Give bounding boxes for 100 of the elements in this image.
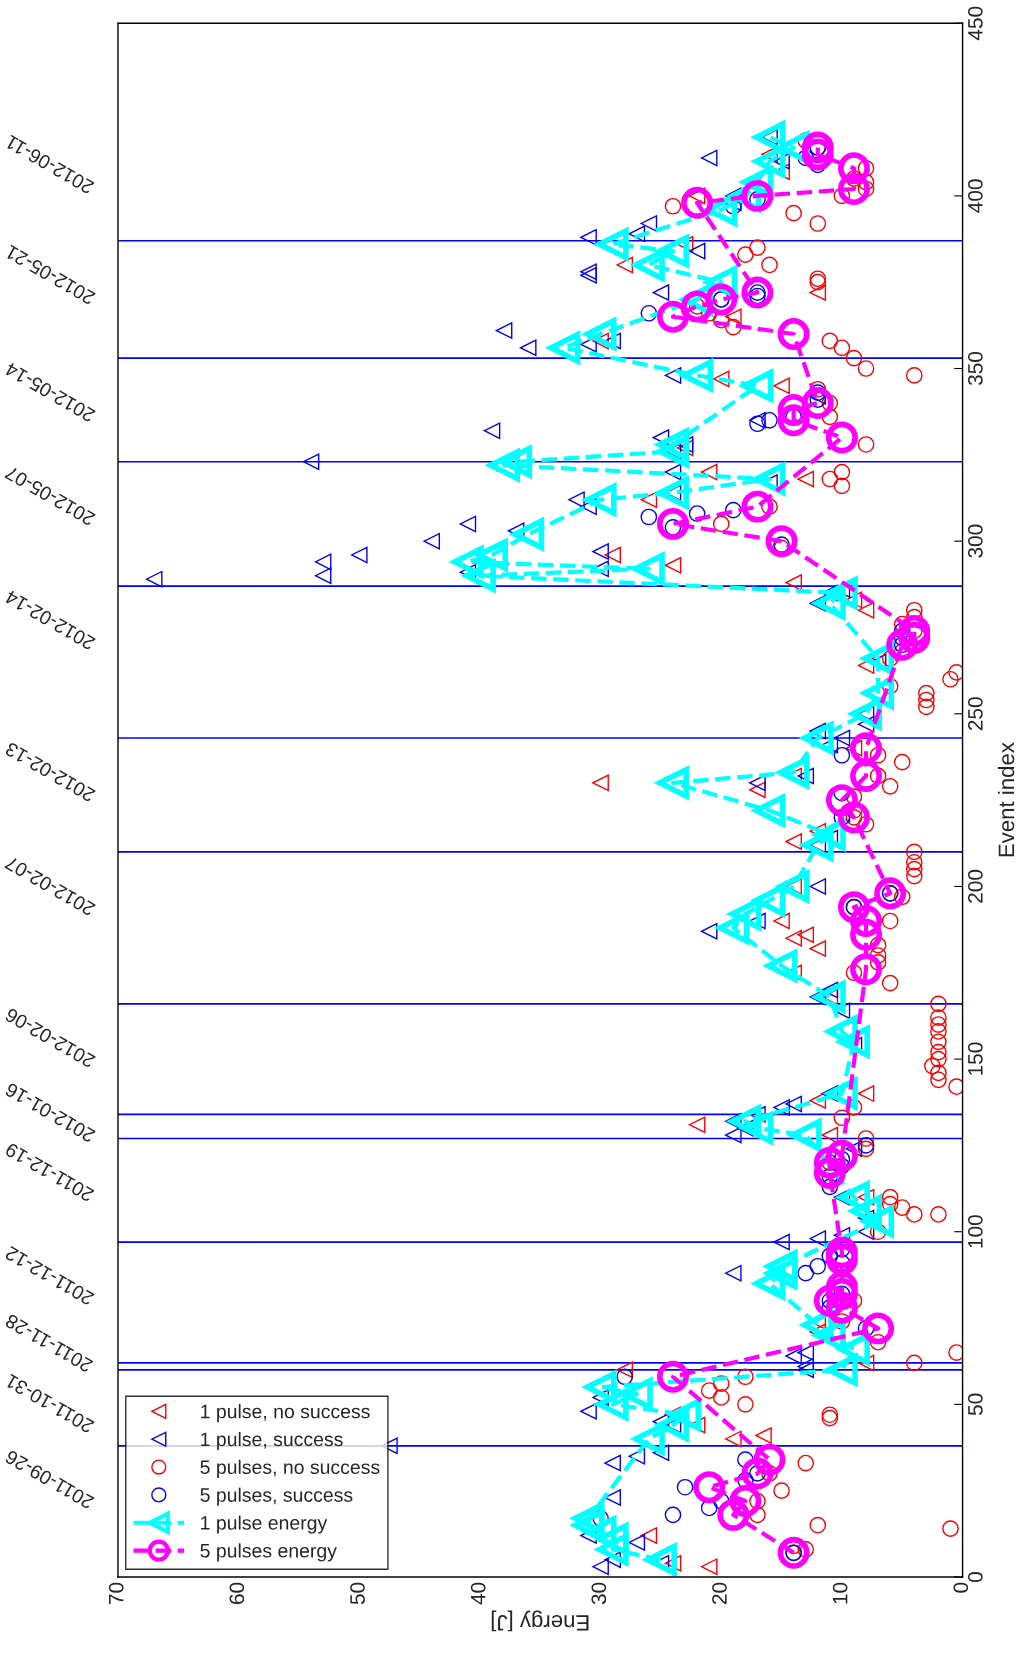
point	[898, 614, 931, 647]
point	[705, 283, 738, 316]
y-tick-label: 100	[967, 1215, 983, 1248]
point	[797, 470, 815, 488]
point	[741, 490, 774, 523]
x-tick-label: 30	[591, 1582, 607, 1605]
point	[813, 1284, 846, 1317]
point	[688, 505, 706, 522]
y-tick-label: 250	[967, 697, 983, 731]
point	[657, 1360, 689, 1393]
y-tick-label: 350	[967, 351, 983, 386]
point	[773, 912, 790, 930]
y-tick-label: 150	[967, 1042, 983, 1075]
point	[857, 1137, 875, 1154]
point	[837, 891, 870, 924]
point	[801, 131, 834, 164]
point	[857, 1085, 875, 1102]
point	[821, 1178, 839, 1196]
point	[825, 1139, 858, 1172]
y-tick-label: 400	[967, 179, 983, 213]
legend-label: 1 pulse, success	[201, 1431, 343, 1451]
point	[640, 1527, 658, 1544]
point	[724, 308, 742, 326]
point	[681, 290, 714, 323]
legend-label: 5 pulses energy	[200, 1543, 337, 1562]
point	[886, 628, 919, 661]
point	[825, 421, 858, 454]
point	[785, 574, 802, 591]
point	[813, 1157, 846, 1189]
y-tick-label: 50	[967, 1393, 983, 1416]
point	[729, 1485, 762, 1518]
y-tick-label: 300	[967, 524, 983, 558]
legend-label: 1 pulse, no success	[201, 1404, 370, 1423]
point	[837, 801, 870, 834]
point	[801, 138, 834, 171]
x-tick-label: 0	[953, 1582, 969, 1593]
point	[785, 833, 802, 850]
point	[777, 318, 810, 350]
point	[693, 1471, 726, 1504]
point	[797, 1264, 815, 1282]
point	[749, 415, 766, 433]
x-tick-label: 60	[229, 1582, 245, 1604]
point	[604, 546, 621, 564]
x-tick-label: 40	[470, 1582, 486, 1605]
point	[809, 1257, 827, 1275]
legend-label: 5 pulses, success	[200, 1487, 353, 1506]
point	[821, 1126, 839, 1144]
point	[640, 304, 658, 322]
point	[753, 1443, 786, 1476]
point	[813, 1146, 846, 1179]
point	[741, 179, 774, 212]
point	[700, 463, 718, 481]
point	[749, 781, 766, 799]
point	[664, 556, 682, 574]
point	[850, 759, 882, 792]
point	[773, 377, 790, 395]
point	[657, 300, 689, 333]
point	[857, 601, 875, 619]
x-tick-label: 70	[108, 1582, 124, 1604]
point	[688, 1116, 706, 1134]
point	[777, 404, 810, 437]
point	[825, 1243, 858, 1276]
point	[785, 929, 802, 947]
legend-label: 5 pulses, no success	[200, 1459, 380, 1478]
point	[640, 491, 658, 509]
point	[825, 1236, 858, 1269]
point	[741, 276, 774, 309]
point	[862, 1312, 895, 1345]
point	[700, 1558, 718, 1575]
point	[681, 186, 714, 219]
point	[765, 525, 798, 558]
y-tick-label: 200	[967, 869, 983, 903]
point	[676, 1478, 694, 1496]
point	[616, 1361, 634, 1379]
y-tick-label: 0	[967, 1572, 983, 1582]
y-tick-label: 450	[967, 6, 983, 41]
point	[825, 1291, 858, 1324]
point	[797, 926, 815, 944]
x-tick-label: 20	[712, 1582, 727, 1604]
point	[664, 1506, 682, 1524]
point	[809, 284, 827, 301]
y-axis-title: Event index	[997, 742, 1015, 857]
x-tick-label: 10	[832, 1582, 848, 1604]
point	[741, 1457, 774, 1490]
point	[850, 953, 882, 986]
point	[777, 393, 810, 426]
point	[850, 918, 882, 951]
point	[657, 507, 689, 540]
point	[850, 904, 882, 937]
point	[801, 387, 834, 420]
point	[712, 370, 730, 388]
point	[874, 877, 907, 910]
point	[616, 1368, 634, 1386]
point	[837, 173, 870, 205]
legend-label: 1 pulse energy	[201, 1515, 328, 1534]
point	[717, 1498, 750, 1531]
point	[777, 1536, 810, 1569]
x-axis-title: Energy [J]	[491, 1610, 589, 1632]
x-tick-label: 50	[350, 1582, 365, 1605]
point	[809, 940, 827, 957]
